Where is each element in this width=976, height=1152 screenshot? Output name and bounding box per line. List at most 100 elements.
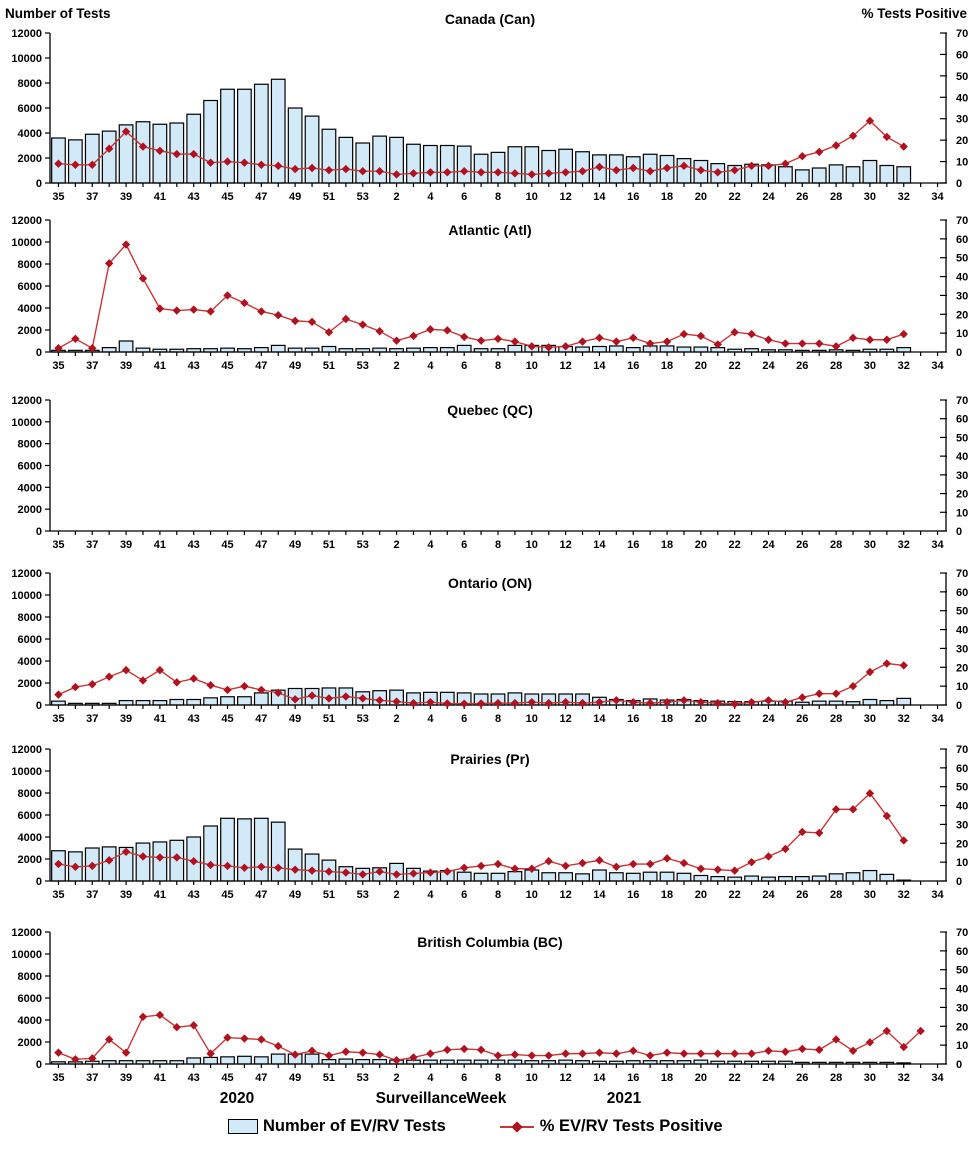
marker-week-3 (409, 1053, 418, 1062)
line-series-label: % EV/RV Tests Positive (539, 1117, 723, 1135)
x-tick-label: 39 (120, 539, 132, 551)
x-tick-label: 53 (357, 360, 369, 372)
marker-week-38 (104, 144, 114, 153)
x-tick-label: 8 (495, 713, 501, 725)
marker-week-39 (121, 847, 131, 856)
x-tick-label: 49 (289, 191, 301, 203)
marker-week-20 (696, 331, 706, 341)
marker-week-45 (223, 861, 232, 871)
bar-week-29 (845, 872, 861, 882)
marker-week-23 (747, 329, 756, 339)
x-tick-label: 6 (461, 539, 467, 551)
right-tick-label: 60 (956, 763, 968, 775)
right-tick-label: 20 (956, 838, 968, 850)
left-tick-label: 12000 (11, 28, 42, 40)
x-tick-label: 22 (729, 713, 741, 725)
bar-week-6 (456, 344, 472, 353)
marker-week-46 (240, 681, 249, 691)
marker-week-31 (882, 659, 892, 668)
right-tick-label: 70 (956, 927, 968, 939)
x-tick-label: 24 (762, 191, 775, 203)
x-tick-label: 32 (898, 360, 910, 372)
x-tick-label: 35 (52, 889, 64, 901)
x-tick-label: 24 (762, 1072, 775, 1084)
marker-week-36 (71, 1055, 80, 1064)
marker-week-49 (290, 316, 300, 326)
bar-week-49 (287, 848, 303, 882)
marker-week-13 (578, 1049, 587, 1058)
marker-week-11 (544, 698, 553, 708)
bar-week-27 (811, 167, 827, 184)
marker-week-27 (815, 689, 824, 698)
marker-week-7 (476, 336, 486, 345)
marker-week-45 (223, 685, 232, 695)
marker-week-39 (121, 665, 131, 675)
x-tick-label: 45 (221, 713, 233, 725)
left-tick-label: 6000 (18, 281, 42, 293)
x-tick-label: 20 (695, 539, 707, 551)
marker-week-49 (290, 1050, 300, 1059)
marker-week-38 (104, 672, 114, 681)
left-tick-label: 0 (36, 178, 42, 190)
x-tick-label: 18 (661, 191, 673, 203)
x-tick-label: 14 (593, 1072, 606, 1084)
x-tick-label: 34 (931, 539, 944, 551)
marker-week-9 (510, 698, 520, 708)
x-tick-label: 49 (289, 1072, 301, 1084)
x-tick-label: 16 (627, 889, 639, 901)
left-tick-label: 4000 (18, 303, 42, 315)
marker-week-5 (443, 699, 452, 708)
marker-week-44 (206, 681, 215, 690)
marker-week-15 (612, 1049, 621, 1058)
panel-title: Canada (Can) (445, 11, 535, 27)
x-tick-label: 53 (357, 539, 369, 551)
panel-title: Atlantic (Atl) (448, 222, 531, 238)
left-axis-title: Number of Tests (5, 6, 111, 21)
marker-week-44 (206, 860, 215, 870)
marker-week-21 (713, 168, 722, 177)
right-tick-label: 30 (956, 290, 968, 302)
x-tick-label: 43 (188, 360, 200, 372)
x-tick-label: 43 (188, 889, 200, 901)
marker-week-4 (426, 168, 435, 177)
x-tick-label: 14 (593, 889, 606, 901)
bar-week-51 (321, 1058, 337, 1065)
x-tick-label: 45 (221, 191, 233, 203)
bar-week-39 (118, 699, 134, 706)
marker-week-44 (206, 158, 215, 167)
marker-week-7 (476, 1045, 486, 1055)
marker-week-46 (240, 863, 249, 872)
marker-week-19 (679, 1049, 689, 1058)
marker-week-29 (848, 1046, 858, 1055)
x-tick-label: 45 (221, 539, 233, 551)
bar-week-31 (879, 699, 895, 706)
marker-week-23 (747, 1049, 756, 1058)
marker-week-20 (696, 697, 706, 707)
bar-week-26 (794, 169, 810, 184)
marker-week-12 (561, 697, 570, 707)
right-tick-label: 70 (956, 744, 968, 756)
marker-week-1 (375, 1050, 384, 1059)
panel-atlantic-atl-: Atlantic (Atl) 0 2000 4000 6000 8000 10000 1200… (11, 215, 968, 372)
marker-week-10 (527, 342, 537, 351)
marker-week-33 (916, 1026, 925, 1036)
x-tick-label: 53 (357, 191, 369, 203)
bar-week-48 (270, 1053, 286, 1065)
bar-week-12 (558, 872, 574, 882)
bar-week-42 (169, 698, 185, 706)
marker-week-25 (781, 844, 790, 854)
panel-prairies-pr-: Prairies (Pr) 0 2000 4000 6000 8000 10000 12000… (11, 744, 968, 901)
x-tick-label: 45 (221, 889, 233, 901)
marker-week-4 (426, 868, 435, 877)
x-tick-label: 28 (830, 713, 842, 725)
right-tick-label: 40 (956, 272, 968, 284)
x-tick-label: 45 (221, 1072, 233, 1084)
x-tick-label: 4 (427, 713, 434, 725)
left-tick-label: 6000 (18, 810, 42, 822)
marker-week-41 (155, 304, 165, 313)
bar-week-18 (659, 871, 675, 882)
bar-week-46 (237, 1055, 252, 1065)
marker-week-7 (476, 861, 486, 871)
marker-week-2 (392, 170, 401, 179)
left-tick-label: 0 (36, 347, 42, 359)
